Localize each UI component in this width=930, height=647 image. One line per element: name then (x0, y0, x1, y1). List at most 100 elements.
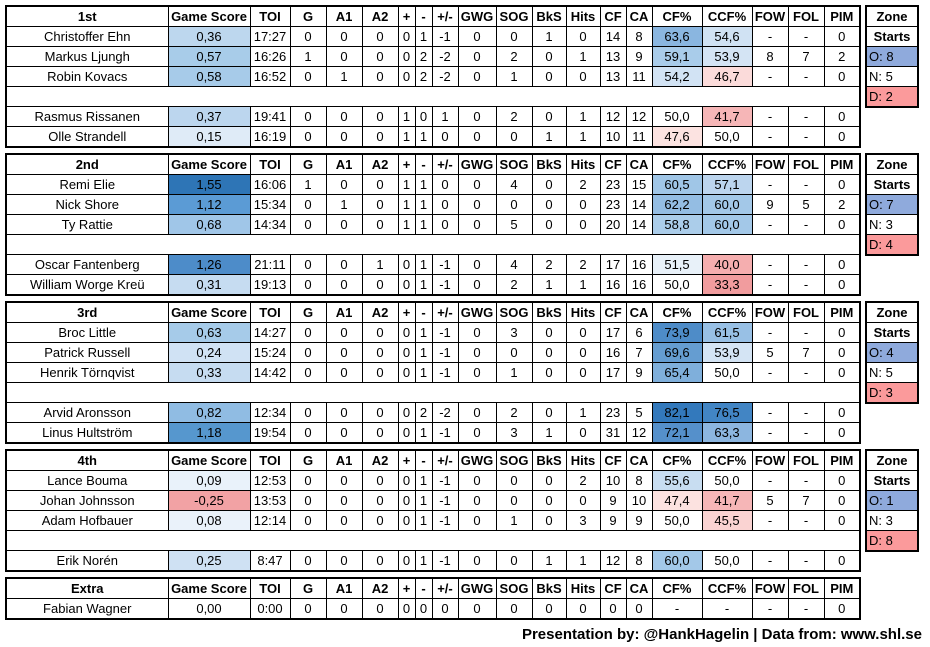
column-header-sog: SOG (495, 577, 533, 599)
stat-cell-bks: 1 (531, 26, 567, 47)
stat-cell-sog: 1 (495, 66, 533, 87)
stat-cell-minus: 1 (414, 490, 433, 511)
stat-cell-ccf-pct: 40,0 (701, 254, 753, 275)
column-header-fol: FOL (787, 5, 825, 27)
stat-cell-fow: - (751, 422, 789, 444)
stat-cell-game-score: 0,37 (167, 106, 251, 127)
stat-cell-ca: 9 (625, 510, 653, 531)
blank-cell (5, 234, 861, 255)
stat-cell-g: 0 (289, 254, 327, 275)
stat-cell-pim: 0 (823, 362, 861, 383)
stat-cell-a1: 0 (325, 174, 363, 195)
stat-cell-toi: 19:13 (249, 274, 291, 296)
column-header-ccf-pct: CCF% (701, 5, 753, 27)
stat-cell-pim: 0 (823, 490, 861, 511)
stat-cell-plus: 0 (397, 322, 416, 343)
stat-cell-sog: 0 (495, 490, 533, 511)
section-label-1st: 1st (5, 5, 169, 27)
stat-cell-ca: 9 (625, 362, 653, 383)
stat-cell-ccf-pct: 33,3 (701, 274, 753, 296)
player-name-cell: Fabian Wagner (5, 598, 169, 620)
section-row-extra: Extra Game Score TOI G A1 A2 + - +/- GWG SOG BkS Hit… (5, 577, 927, 620)
column-header-plus-minus: +/- (431, 5, 459, 27)
section-row-2nd: 2nd Game Score TOI G A1 A2 + - +/- GWG SOG BkS Hits C… (5, 153, 927, 296)
stat-cell-cf-pct: 72,1 (651, 422, 703, 444)
stat-cell-gwg: 0 (457, 26, 497, 47)
stat-cell-fow: - (751, 598, 789, 620)
stat-cell-gwg: 0 (457, 214, 497, 235)
table-row: Remi Elie 1,55 16:06 1 0 0 1 1 0 0 4 0 2 23 15 60,5 57,1… (5, 174, 861, 195)
stat-cell-fol: - (787, 66, 825, 87)
stat-cell-cf: 10 (599, 126, 627, 148)
stat-cell-sog: 2 (495, 402, 533, 423)
column-header-cf-pct: CF% (651, 5, 703, 27)
column-header-a1: A1 (325, 153, 363, 175)
stat-cell-plus: 0 (397, 550, 416, 572)
column-header-cf: CF (599, 153, 627, 175)
stat-cell-game-score: 0,24 (167, 342, 251, 363)
stat-cell-hits: 3 (565, 510, 601, 531)
stat-cell-hits: 0 (565, 194, 601, 215)
player-name-cell: Ty Rattie (5, 214, 169, 235)
column-header-a1: A1 (325, 449, 363, 471)
column-header-ca: CA (625, 301, 653, 323)
stat-cell-plus: 1 (397, 194, 416, 215)
stat-cell-fol: - (787, 322, 825, 343)
stat-cell-ca: 15 (625, 174, 653, 195)
stat-cell-toi: 19:54 (249, 422, 291, 444)
column-header-minus: - (414, 577, 433, 599)
stat-cell-ccf-pct: 76,5 (701, 402, 753, 423)
column-header-gwg: GWG (457, 449, 497, 471)
stat-cell-bks: 0 (531, 66, 567, 87)
stat-cell-ccf-pct: 50,0 (701, 550, 753, 572)
stat-cell-a2: 0 (361, 322, 399, 343)
column-header-g: G (289, 577, 327, 599)
stat-cell-pim: 0 (823, 274, 861, 296)
stat-cell-sog: 0 (495, 598, 533, 620)
stat-cell-fow: - (751, 402, 789, 423)
stat-cell-minus: 1 (414, 550, 433, 572)
stat-cell-ca: 11 (625, 126, 653, 148)
stat-cell-toi: 0:00 (249, 598, 291, 620)
column-header-ca: CA (625, 153, 653, 175)
stat-cell-pim: 0 (823, 214, 861, 235)
column-header-fow: FOW (751, 301, 789, 323)
zone-neutral-starts: N: 3 (867, 511, 917, 531)
stat-cell-a1: 0 (325, 274, 363, 296)
player-name-cell: Patrick Russell (5, 342, 169, 363)
stat-cell-hits: 1 (565, 126, 601, 148)
stat-cell-plus: 0 (397, 470, 416, 491)
column-header-a1: A1 (325, 301, 363, 323)
stat-cell-sog: 2 (495, 46, 533, 67)
player-name-cell: Markus Ljungh (5, 46, 169, 67)
stat-cell-hits: 1 (565, 46, 601, 67)
table-row: Arvid Aronsson 0,82 12:34 0 0 0 0 2 -2 0 2 0 1 23 5 82,… (5, 402, 861, 423)
stat-cell-fol: - (787, 402, 825, 423)
stat-cell-pim: 0 (823, 254, 861, 275)
header-row-1st: 1st Game Score TOI G A1 A2 + - +/- GWG SOG BkS Hits C… (5, 5, 861, 27)
stat-cell-ccf-pct: 60,0 (701, 194, 753, 215)
player-name-cell: William Worge Kreü (5, 274, 169, 296)
stat-cell-bks: 0 (531, 106, 567, 127)
stat-cell-game-score: 0,31 (167, 274, 251, 296)
stat-cell-cf-pct: - (651, 598, 703, 620)
stat-cell-plus-minus: 0 (431, 174, 459, 195)
column-header-minus: - (414, 5, 433, 27)
stat-cell-minus: 1 (414, 322, 433, 343)
zone-starts-box-2nd: Zone Starts O: 7 N: 3 D: 4 (865, 153, 919, 256)
stat-cell-fol: - (787, 126, 825, 148)
stat-cell-hits: 0 (565, 598, 601, 620)
stat-cell-sog: 0 (495, 342, 533, 363)
stat-cell-fol: 7 (787, 342, 825, 363)
zone-defensive-starts: D: 3 (867, 383, 917, 402)
stat-cell-g: 0 (289, 402, 327, 423)
stat-cell-ca: 16 (625, 254, 653, 275)
stat-cell-cf-pct: 59,1 (651, 46, 703, 67)
section-table-3rd: 3rd Game Score TOI G A1 A2 + - +/- GWG SOG BkS Hits C… (5, 301, 861, 444)
zone-subtitle: Starts (867, 27, 917, 47)
stat-cell-sog: 0 (495, 194, 533, 215)
column-header-fow: FOW (751, 5, 789, 27)
stat-cell-ca: 16 (625, 274, 653, 296)
stat-cell-a2: 1 (361, 254, 399, 275)
stat-cell-plus-minus: -2 (431, 402, 459, 423)
